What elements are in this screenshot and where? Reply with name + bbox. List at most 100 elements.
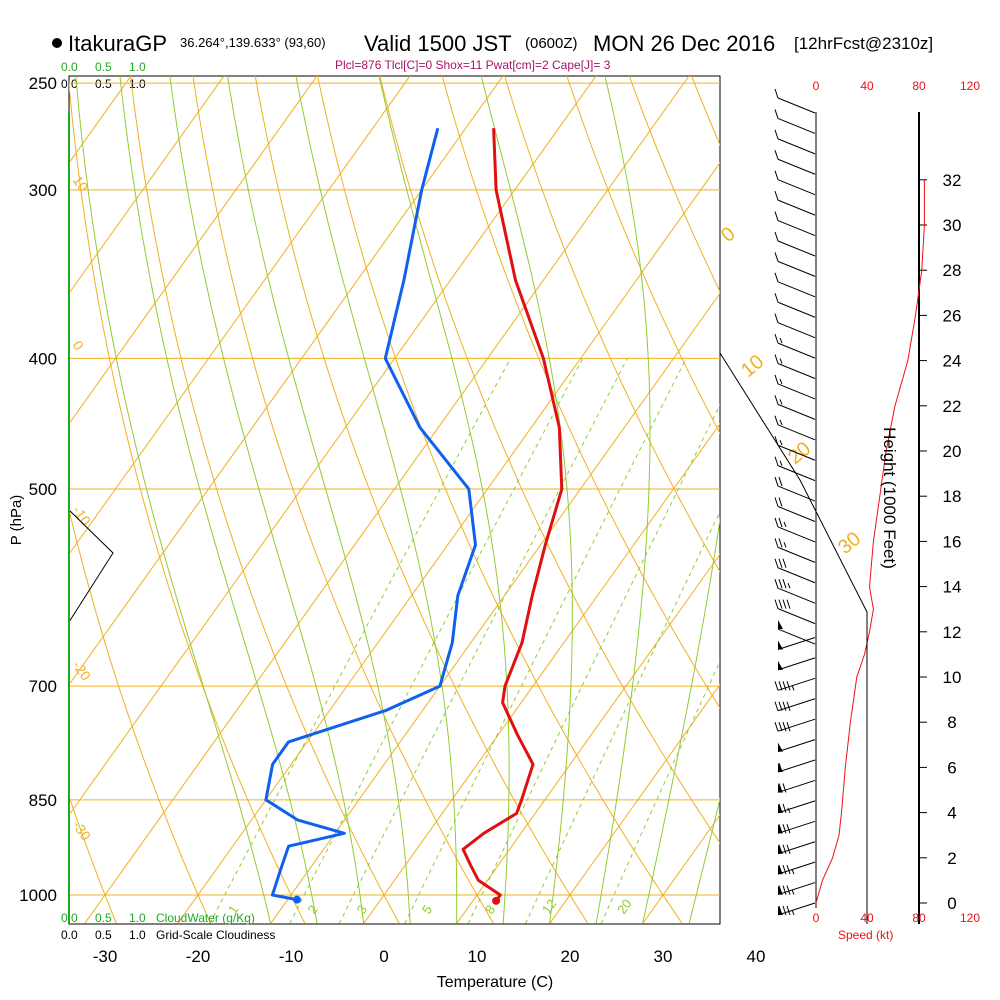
dry-adiabat-line bbox=[69, 507, 212, 924]
wind-barb-feather bbox=[778, 783, 783, 793]
wind-barb-feather bbox=[778, 824, 783, 834]
valid-zulu: (0600Z) bbox=[525, 35, 578, 52]
wind-barb-feather bbox=[774, 722, 779, 732]
wind-barb bbox=[774, 272, 816, 298]
cw-bottom-tick: 0.0 bbox=[61, 911, 78, 925]
station-name: ItakuraGP bbox=[68, 31, 167, 56]
wind-barb-feather bbox=[778, 722, 783, 732]
wind-barb-feather bbox=[774, 170, 779, 180]
speed-top-tick: 120 bbox=[960, 79, 980, 93]
wind-barb-feather bbox=[782, 701, 787, 711]
wind-barb-staff bbox=[777, 506, 816, 522]
wind-barb-staff bbox=[777, 220, 816, 237]
wind-barb bbox=[774, 579, 816, 604]
wind-barb-staff bbox=[777, 363, 816, 379]
wind-barb-feather bbox=[774, 211, 779, 221]
pressure-tick-label: 400 bbox=[29, 349, 57, 368]
moist-adiabat-line bbox=[295, 76, 458, 924]
wind-barb-staff bbox=[777, 179, 816, 196]
dry-adiabat-label: 10 bbox=[737, 351, 768, 382]
isotherm-label: 0 bbox=[70, 338, 88, 354]
wind-barb-staff bbox=[777, 677, 816, 691]
wind-barb bbox=[774, 476, 816, 502]
wind-barb-feather bbox=[774, 395, 779, 405]
wind-barb bbox=[777, 657, 816, 671]
wind-barb bbox=[777, 759, 816, 773]
height-tick-label: 24 bbox=[943, 352, 962, 371]
wind-barb-feather bbox=[778, 762, 783, 773]
wind-barb-feather bbox=[774, 538, 779, 548]
wind-barb-staff bbox=[777, 841, 816, 855]
wind-barb-staff bbox=[777, 902, 816, 916]
wind-barb-staff bbox=[777, 800, 816, 814]
wind-barb-pennant bbox=[778, 742, 783, 752]
mixing-ratio-label: 5 bbox=[419, 902, 435, 917]
wind-barb-feather bbox=[774, 415, 779, 425]
speed-top-tick: 80 bbox=[912, 79, 926, 93]
moist-adiabat-line bbox=[642, 516, 720, 924]
dry-adiabat-line bbox=[747, 59, 1000, 923]
wind-barb bbox=[774, 538, 816, 563]
cw-top-tick: 0.0 bbox=[61, 60, 78, 74]
wind-barb-staff bbox=[777, 465, 816, 482]
mixing-ratio-line bbox=[467, 403, 720, 924]
isotherm-label: -20 bbox=[70, 658, 95, 684]
wind-barb-half-feather bbox=[791, 685, 795, 691]
wind-barb-feather bbox=[774, 231, 779, 242]
dry-adiabat-line bbox=[192, 76, 495, 924]
wind-barb-pennant bbox=[778, 620, 783, 630]
temperature-tick-label: 30 bbox=[654, 947, 673, 966]
wind-barb bbox=[777, 820, 816, 834]
wind-barb-staff bbox=[777, 138, 816, 155]
cw-bottom-tick: 1.0 bbox=[129, 911, 146, 925]
mixing-ratio-label: 3 bbox=[354, 902, 370, 917]
temperature-tick-label: 40 bbox=[747, 947, 766, 966]
wind-barb-staff bbox=[777, 526, 816, 543]
wind-barb-feather bbox=[786, 701, 791, 711]
wind-barb-feather bbox=[782, 905, 787, 916]
mixing-ratio-line bbox=[289, 358, 584, 924]
wind-barb bbox=[774, 374, 816, 400]
wind-barb bbox=[774, 109, 816, 134]
temperature-profile-surface-point bbox=[492, 896, 501, 905]
y-axis-title: P (hPa) bbox=[8, 495, 25, 546]
height-axis-title: Height (1000 Feet) bbox=[880, 427, 899, 569]
speed-bottom-tick: 0 bbox=[813, 911, 820, 925]
mixing-ratio-line bbox=[525, 510, 720, 924]
speed-bottom-tick: 40 bbox=[860, 911, 874, 925]
cl-top-tick: 0.5 bbox=[95, 77, 112, 91]
wind-barb bbox=[774, 170, 816, 196]
wind-barb-feather bbox=[774, 333, 779, 344]
wind-barb-feather bbox=[774, 354, 779, 364]
isotherm-line bbox=[69, 76, 225, 295]
wind-barb-half-feather bbox=[791, 889, 795, 895]
pressure-tick-label: 700 bbox=[29, 677, 57, 696]
wind-barb-staff bbox=[777, 424, 816, 441]
wind-barb-half-feather bbox=[783, 542, 787, 548]
wind-barb-staff bbox=[777, 260, 816, 277]
wind-barb bbox=[774, 497, 816, 522]
wind-barb bbox=[777, 800, 816, 814]
height-tick-label: 22 bbox=[943, 397, 962, 416]
wind-barb-staff bbox=[777, 779, 816, 793]
height-tick-label: 20 bbox=[943, 442, 962, 461]
height-tick-label: 6 bbox=[947, 758, 956, 777]
wind-barb-feather bbox=[782, 579, 787, 589]
wind-barb-half-feather bbox=[779, 358, 783, 364]
wind-barb bbox=[774, 558, 816, 584]
wind-barb-feather bbox=[774, 579, 779, 589]
wind-barb-half-feather bbox=[779, 419, 783, 425]
cl-top-tick: 1.0 bbox=[129, 77, 146, 91]
wind-barb-staff bbox=[777, 301, 816, 318]
wind-barb-feather bbox=[774, 456, 779, 466]
cl-bottom-tick: 1.0 bbox=[129, 928, 146, 942]
wind-barb-half-feather bbox=[779, 378, 783, 385]
plot-frame bbox=[68, 75, 721, 925]
wind-barb-feather bbox=[778, 579, 783, 589]
dry-adiabat-line bbox=[566, 76, 720, 435]
wind-barb-feather bbox=[774, 681, 779, 691]
wind-barb-staff bbox=[777, 698, 816, 712]
wind-barb-staff bbox=[777, 820, 816, 834]
wind-barb-staff bbox=[777, 759, 816, 773]
wind-barb-feather bbox=[786, 722, 791, 732]
